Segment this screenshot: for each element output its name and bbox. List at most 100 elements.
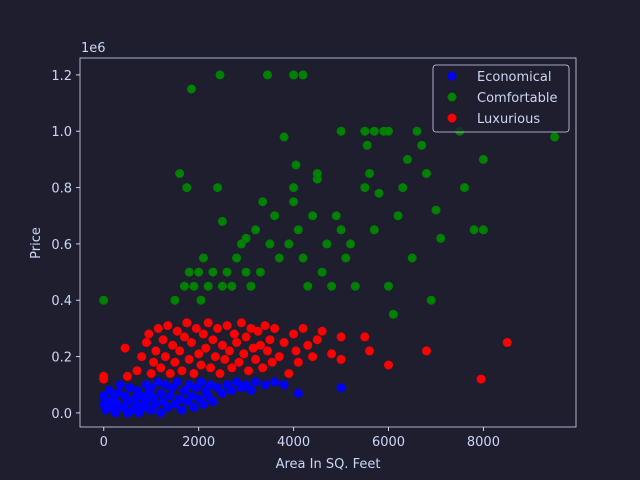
- data-point-comfortable-41: [308, 211, 318, 221]
- data-point-comfortable-45: [322, 239, 332, 249]
- data-point-luxurious-19: [172, 326, 182, 336]
- data-point-economical-68: [336, 383, 346, 393]
- data-point-luxurious-74: [336, 332, 346, 342]
- data-point-comfortable-49: [336, 225, 346, 235]
- data-point-economical-44: [184, 380, 194, 390]
- data-point-economical-56: [217, 388, 227, 398]
- data-point-economical-4: [104, 385, 114, 395]
- data-point-luxurious-62: [279, 338, 289, 347]
- data-point-luxurious-75: [360, 332, 370, 342]
- data-point-comfortable-22: [241, 233, 251, 243]
- data-point-comfortable-76: [469, 225, 479, 235]
- data-point-economical-31: [156, 408, 166, 418]
- y-axis-multiplier: 1e6: [81, 41, 106, 56]
- data-point-luxurious-51: [248, 343, 258, 353]
- data-point-luxurious-22: [179, 332, 189, 342]
- data-point-luxurious-27: [191, 323, 201, 333]
- data-point-luxurious-30: [198, 329, 208, 339]
- x-axis-ticks: 0 2000 4000 6000 8000: [100, 427, 500, 450]
- data-point-comfortable-65: [398, 183, 408, 193]
- data-point-comfortable-27: [263, 70, 272, 80]
- data-point-luxurious-6: [141, 338, 151, 347]
- legend-marker-luxurious: [447, 113, 457, 123]
- data-point-comfortable-70: [422, 169, 431, 178]
- data-point-comfortable-75: [460, 183, 469, 193]
- data-point-comfortable-47: [331, 211, 341, 221]
- data-point-economical-15: [125, 383, 135, 393]
- data-point-comfortable-2: [175, 169, 185, 178]
- legend-marker-comfortable: [447, 92, 457, 102]
- data-point-comfortable-12: [208, 267, 218, 277]
- x-tick-label-1: 2000: [182, 435, 215, 450]
- data-point-economical-46: [189, 402, 199, 412]
- data-point-comfortable-26: [258, 197, 268, 207]
- data-point-economical-49: [196, 377, 206, 387]
- data-point-comfortable-36: [291, 160, 301, 170]
- data-point-economical-8: [113, 388, 123, 398]
- data-point-economical-54: [208, 397, 218, 407]
- data-point-luxurious-46: [236, 318, 246, 328]
- data-point-comfortable-59: [374, 188, 384, 198]
- data-point-luxurious-47: [239, 349, 249, 359]
- data-point-luxurious-78: [422, 346, 431, 356]
- data-point-comfortable-68: [412, 126, 422, 136]
- data-point-economical-63: [251, 377, 261, 387]
- data-point-luxurious-61: [274, 352, 284, 362]
- data-point-comfortable-33: [289, 197, 299, 207]
- data-point-luxurious-49: [244, 366, 253, 376]
- data-point-luxurious-23: [182, 318, 192, 328]
- data-point-economical-67: [293, 388, 303, 398]
- data-point-comfortable-43: [312, 169, 322, 178]
- data-point-luxurious-70: [312, 335, 322, 345]
- data-point-luxurious-16: [165, 369, 175, 378]
- data-point-comfortable-28: [265, 239, 275, 249]
- data-point-economical-50: [198, 400, 208, 409]
- data-point-comfortable-35: [289, 70, 299, 80]
- data-point-comfortable-48: [336, 126, 346, 136]
- data-point-luxurious-7: [144, 329, 154, 339]
- data-point-comfortable-78: [478, 225, 488, 235]
- data-point-economical-66: [279, 380, 289, 390]
- data-point-economical-45: [187, 391, 196, 401]
- y-tick-label-2: 0.4: [51, 294, 72, 309]
- data-point-comfortable-15: [217, 216, 227, 226]
- data-point-comfortable-57: [369, 126, 379, 136]
- data-point-comfortable-32: [284, 239, 294, 249]
- data-point-luxurious-28: [194, 349, 204, 359]
- data-point-comfortable-25: [255, 267, 265, 277]
- data-point-luxurious-54: [255, 340, 265, 350]
- data-point-luxurious-79: [476, 374, 486, 384]
- data-point-comfortable-0: [99, 295, 109, 305]
- data-point-comfortable-37: [293, 225, 303, 235]
- y-axis-label: Price: [29, 227, 44, 259]
- data-point-comfortable-77: [478, 154, 488, 164]
- data-point-luxurious-52: [251, 354, 261, 364]
- data-point-economical-65: [270, 377, 280, 387]
- data-point-economical-62: [246, 385, 256, 395]
- data-point-luxurious-12: [156, 363, 166, 373]
- data-point-luxurious-59: [267, 357, 277, 367]
- data-point-comfortable-54: [360, 126, 370, 136]
- data-point-comfortable-61: [384, 281, 393, 291]
- data-point-luxurious-13: [158, 335, 168, 345]
- data-point-luxurious-63: [284, 369, 294, 378]
- data-point-luxurious-43: [229, 329, 239, 339]
- data-point-luxurious-26: [189, 369, 199, 378]
- data-point-luxurious-15: [163, 321, 173, 331]
- legend-label-economical: Economical: [477, 70, 552, 85]
- data-point-luxurious-4: [132, 366, 142, 376]
- data-point-luxurious-5: [137, 352, 147, 362]
- data-point-comfortable-64: [393, 211, 403, 221]
- data-point-luxurious-39: [220, 354, 230, 364]
- data-point-comfortable-71: [426, 295, 436, 305]
- data-point-luxurious-55: [258, 363, 268, 373]
- data-point-comfortable-73: [436, 233, 446, 243]
- y-tick-label-0: 0.0: [51, 407, 72, 422]
- data-point-luxurious-11: [153, 323, 163, 333]
- legend-label-comfortable: Comfortable: [477, 91, 558, 106]
- data-point-comfortable-69: [417, 140, 427, 150]
- data-point-comfortable-16: [217, 281, 227, 291]
- x-tick-label-2: 4000: [277, 435, 310, 450]
- data-point-economical-30: [153, 377, 163, 387]
- data-point-luxurious-34: [208, 335, 218, 345]
